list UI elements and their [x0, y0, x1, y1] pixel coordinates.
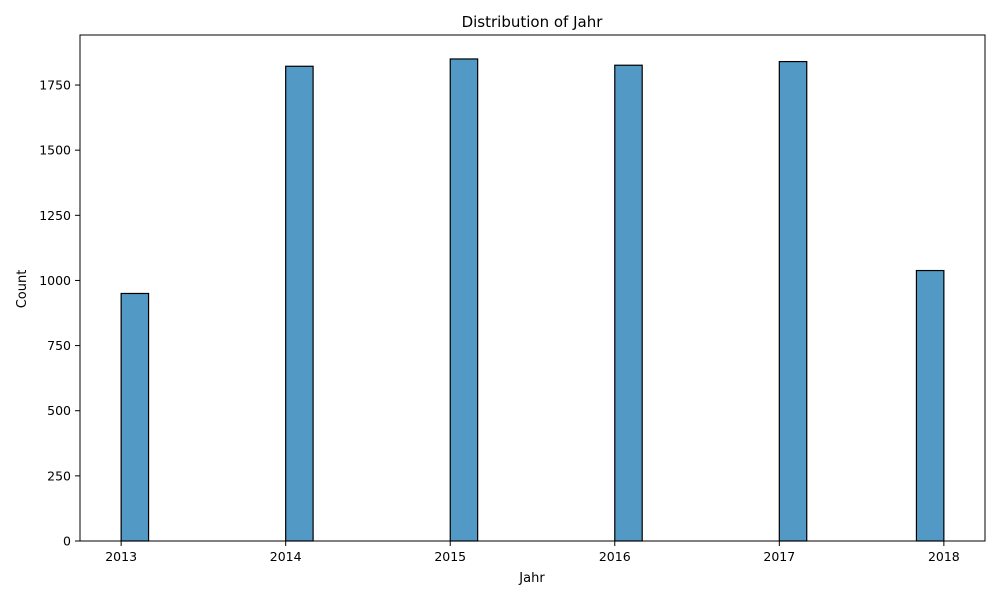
y-axis: 0 250 500 750 1000 1250 1500 1750	[39, 78, 80, 549]
y-tick-label-0: 0	[63, 534, 71, 549]
histogram-bar-5	[778, 60, 808, 542]
histogram-bar-4	[614, 64, 643, 542]
histogram-bar-3	[449, 58, 479, 542]
y-tick-label-750: 750	[47, 338, 71, 353]
histogram-bar-6	[915, 269, 945, 542]
x-tick-label-2017: 2017	[763, 549, 795, 564]
x-tick-label-2015: 2015	[434, 549, 466, 564]
y-tick-label-1250: 1250	[39, 208, 71, 223]
y-axis-label: Count	[15, 270, 30, 309]
plot-frame	[79, 34, 986, 542]
x-tick-label-2013: 2013	[105, 549, 137, 564]
y-tick-label-250: 250	[47, 468, 71, 483]
y-tick-label-1500: 1500	[39, 143, 71, 158]
chart-title: Distribution of Jahr	[462, 13, 604, 31]
histogram-bar-2	[285, 65, 314, 542]
y-tick-label-500: 500	[47, 403, 71, 418]
x-axis: 2013 2014 2015 2016 2017 2018	[105, 541, 960, 564]
x-tick-label-2016: 2016	[599, 549, 631, 564]
y-tick-label-1750: 1750	[39, 78, 71, 93]
x-axis-label: Jahr	[518, 571, 545, 586]
histogram-bar-1	[120, 292, 150, 542]
x-tick-label-2018: 2018	[928, 549, 960, 564]
y-tick-label-1000: 1000	[39, 273, 71, 288]
x-tick-label-2014: 2014	[270, 549, 302, 564]
bars-layer	[120, 58, 945, 542]
